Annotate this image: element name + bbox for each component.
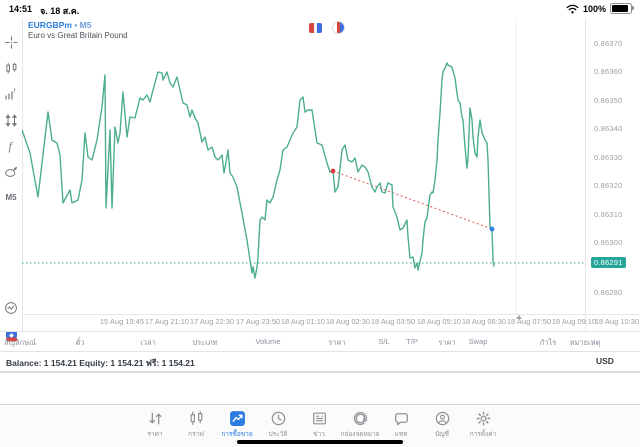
column-comment[interactable]: หมายเหตุ	[569, 338, 601, 347]
shapes-tool-icon[interactable]	[0, 166, 22, 179]
price-axis-separator	[585, 18, 586, 330]
status-time: 14:51	[9, 4, 33, 14]
time-tick: 18 Aug 10:30	[594, 317, 640, 326]
tab-chart[interactable]: กราฟ	[161, 410, 231, 439]
time-tick: 17 Aug 23:50	[235, 317, 281, 326]
symbol-flags	[309, 21, 345, 34]
battery-percent: 100%	[582, 3, 606, 14]
column-tp[interactable]: T/P	[406, 337, 418, 346]
chart-toolbar: f f M5	[0, 18, 23, 342]
tab-label: บัญชี	[434, 431, 450, 438]
candlestick-tool-icon[interactable]	[0, 62, 22, 75]
indicators-tool-icon[interactable]: f	[0, 88, 22, 101]
price-tick: 0.86320	[594, 181, 623, 190]
price-tick: 0.86350	[594, 96, 623, 105]
trade-table-header: สัญลักษณ์ ตั๋ว เวลา ประเภท Volume ราคา S…	[0, 331, 640, 352]
time-tick: 18 Aug 01:10	[280, 317, 326, 326]
column-swap[interactable]: Swap	[468, 337, 488, 346]
tab-label: แชท	[394, 431, 408, 438]
column-price-current[interactable]: ราคา	[438, 338, 456, 347]
status-date: จ. 18 ส.ค.	[40, 6, 80, 16]
base-currency-flag-icon	[309, 22, 322, 33]
symbol-title[interactable]: EURGBPm • M5	[28, 20, 91, 30]
time-tick: 15 Aug 19:45	[99, 317, 145, 326]
chart-bottom-border	[22, 314, 640, 315]
time-axis[interactable]: 15 Aug 19:45 17 Aug 21:10 17 Aug 22:30 1…	[0, 315, 640, 330]
column-volume[interactable]: Volume	[255, 337, 281, 346]
time-tick: 18 Aug 05:10	[416, 317, 462, 326]
price-tick: 0.86280	[594, 288, 623, 297]
current-price-badge: 0.86291	[591, 257, 626, 268]
status-bar: 14:51 จ. 18 ส.ค. 100%	[0, 0, 640, 18]
time-tick: 18 Aug 06:30	[461, 317, 507, 326]
tab-label: กล่องจดหมาย	[340, 431, 380, 438]
new-chart-window-icon[interactable]	[0, 330, 22, 343]
price-tick: 0.86360	[594, 67, 623, 76]
tab-label: การตั้งค่า	[469, 431, 497, 438]
column-sl[interactable]: S/L	[378, 337, 390, 346]
battery-icon	[610, 3, 634, 14]
tab-bar: ราคา กราฟ การซื้อขาย ประวัติ ข่าว	[0, 404, 640, 447]
function-tool-icon[interactable]: f	[0, 139, 22, 153]
symbol-timeframe: • M5	[74, 20, 92, 30]
tab-chat[interactable]: แชท	[366, 410, 436, 439]
time-marker-icon	[516, 315, 522, 319]
account-summary-row: Balance: 1 154.21 Equity: 1 154.21 ฟรี: …	[0, 351, 640, 373]
tab-news[interactable]: ข่าว	[284, 410, 354, 439]
price-tick: 0.86340	[594, 124, 623, 133]
price-tick: 0.86300	[594, 238, 623, 247]
symbol-description: Euro vs Great Britain Pound	[28, 31, 128, 40]
column-type[interactable]: ประเภท	[192, 338, 218, 347]
time-tick: 17 Aug 21:10	[144, 317, 190, 326]
wifi-icon	[566, 4, 579, 13]
account-summary: Balance: 1 154.21 Equity: 1 154.21 ฟรี: …	[6, 358, 195, 368]
time-tick: 18 Aug 07:50	[506, 317, 552, 326]
svg-text:f: f	[8, 139, 13, 153]
tab-label: การซื้อขาย	[221, 431, 253, 438]
tab-accounts[interactable]: บัญชี	[407, 410, 477, 439]
price-tick: 0.86310	[594, 210, 623, 219]
tab-mailbox[interactable]: กล่องจดหมาย	[325, 410, 395, 439]
tab-history[interactable]: ประวัติ	[243, 410, 313, 439]
account-currency: USD	[596, 356, 614, 366]
time-tick: 18 Aug 09:10	[551, 317, 597, 326]
symbol-name: EURGBPm	[28, 20, 72, 30]
price-tick: 0.86370	[594, 39, 623, 48]
crosshair-tool-icon[interactable]	[0, 36, 22, 49]
column-profit[interactable]: กำไร	[539, 338, 557, 347]
home-indicator[interactable]	[237, 440, 403, 444]
tab-settings[interactable]: การตั้งค่า	[448, 410, 518, 439]
column-ticket[interactable]: ตั๋ว	[75, 338, 85, 347]
column-time[interactable]: เวลา	[140, 338, 156, 347]
time-tick: 17 Aug 22:30	[189, 317, 235, 326]
tab-label: ราคา	[147, 431, 163, 438]
time-tick: 18 Aug 03:50	[370, 317, 416, 326]
time-tick: 18 Aug 02:30	[325, 317, 371, 326]
tab-label: ข่าว	[313, 431, 325, 438]
history-pulse-icon[interactable]	[0, 301, 22, 315]
column-price-open[interactable]: ราคา	[328, 338, 346, 347]
tab-label: กราฟ	[188, 431, 204, 438]
svg-text:f: f	[14, 89, 17, 95]
tab-label: ประวัติ	[268, 431, 288, 438]
tab-trade[interactable]: การซื้อขาย	[202, 410, 272, 439]
price-chart[interactable]	[22, 18, 585, 315]
objects-tool-icon[interactable]	[0, 114, 22, 127]
timeframe-button[interactable]: M5	[5, 193, 17, 202]
quote-currency-flag-icon	[332, 21, 345, 34]
price-tick: 0.86330	[594, 153, 623, 162]
column-symbol[interactable]: สัญลักษณ์	[4, 338, 37, 347]
tab-quotes[interactable]: ราคา	[120, 410, 190, 439]
